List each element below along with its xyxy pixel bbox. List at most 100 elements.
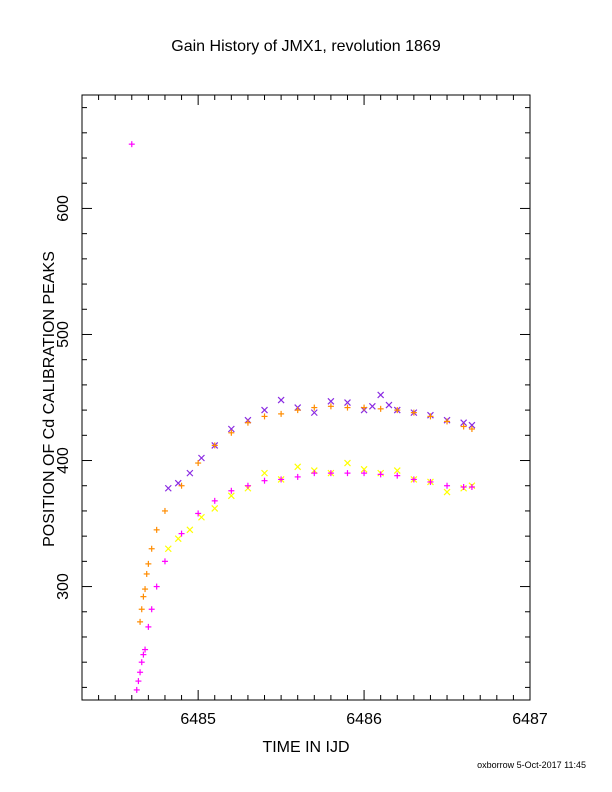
data-point	[148, 606, 155, 613]
data-point	[174, 535, 182, 543]
data-point	[311, 404, 318, 411]
data-point	[327, 397, 335, 405]
data-point	[344, 470, 351, 477]
y-axis-label: POSITION OF Cd CALIBRATION PEAKS	[41, 251, 58, 547]
data-point	[460, 423, 467, 430]
data-point	[361, 470, 368, 477]
data-point	[142, 586, 149, 593]
data-point	[164, 545, 172, 553]
data-point	[128, 141, 135, 148]
data-point	[377, 471, 384, 478]
data-point	[278, 410, 285, 417]
data-point	[161, 558, 168, 565]
data-point	[148, 545, 155, 552]
data-point	[294, 473, 301, 480]
data-point	[186, 526, 194, 534]
data-point	[153, 526, 160, 533]
data-point	[468, 483, 475, 490]
data-point	[145, 560, 152, 567]
x-tick-label: 6487	[512, 711, 548, 728]
data-point	[135, 678, 142, 685]
x-tick-label: 6486	[346, 711, 382, 728]
data-point	[460, 483, 467, 490]
data-point	[444, 418, 451, 425]
data-point	[164, 484, 172, 492]
data-point	[460, 419, 468, 427]
data-point	[360, 465, 368, 473]
data-point	[198, 513, 205, 521]
data-point	[368, 402, 376, 410]
data-point	[377, 391, 385, 399]
data-point	[410, 409, 417, 416]
data-point	[393, 467, 401, 475]
y-tick-label: 600	[55, 195, 72, 222]
data-point	[178, 530, 185, 537]
data-point	[211, 504, 219, 512]
data-point	[277, 396, 285, 404]
data-point	[178, 482, 185, 489]
axis-ticks	[82, 95, 531, 700]
data-point	[211, 497, 218, 504]
data-point	[137, 669, 144, 676]
data-point	[261, 469, 268, 477]
data-point	[195, 460, 202, 467]
x-axis-label: TIME IN IJD	[262, 739, 350, 756]
data-point	[468, 421, 476, 429]
data-point	[138, 606, 145, 613]
data-point	[278, 476, 285, 483]
data-point	[153, 583, 160, 590]
tick-labels: 6485 6486 6487 300 400 500 600	[55, 195, 548, 728]
footer-timestamp: oxborrow 5-Oct-2017 11:45	[477, 760, 586, 770]
data-point	[198, 454, 205, 462]
data-point	[327, 403, 334, 410]
plot-frame	[81, 94, 531, 701]
data-point	[344, 459, 351, 467]
y-tick-label: 400	[55, 447, 72, 474]
data-marks	[128, 141, 476, 693]
y-tick-label: 500	[55, 321, 72, 348]
data-point	[444, 482, 451, 489]
data-point	[443, 488, 451, 496]
y-tick-label: 300	[55, 573, 72, 600]
data-point	[186, 469, 194, 477]
data-point	[195, 510, 202, 517]
data-point	[142, 646, 149, 653]
data-point	[294, 407, 301, 414]
data-point	[394, 407, 401, 414]
data-point	[140, 593, 147, 600]
data-point	[143, 570, 150, 577]
data-point	[344, 404, 351, 411]
data-point	[377, 405, 384, 412]
data-point	[161, 507, 168, 514]
data-point	[327, 470, 334, 477]
data-point	[427, 478, 434, 485]
data-point	[138, 659, 145, 666]
data-point	[468, 426, 475, 433]
data-point	[261, 406, 268, 414]
data-point	[227, 425, 235, 433]
data-point	[244, 482, 251, 489]
data-point	[227, 492, 235, 500]
data-point	[261, 413, 268, 420]
data-point	[145, 623, 152, 630]
data-point	[228, 487, 235, 494]
data-point	[244, 419, 251, 426]
data-point	[410, 476, 417, 483]
data-point	[211, 442, 218, 449]
data-point	[361, 404, 368, 411]
data-point	[427, 413, 434, 420]
data-point	[140, 651, 147, 658]
data-point	[394, 472, 401, 479]
data-point	[137, 618, 144, 625]
x-tick-label: 6485	[180, 711, 216, 728]
data-point	[228, 429, 235, 436]
data-point	[344, 399, 351, 406]
data-point	[310, 409, 318, 417]
data-point	[311, 470, 318, 477]
data-point	[261, 477, 268, 484]
data-point	[294, 463, 302, 471]
data-point	[133, 686, 140, 693]
chart-title: Gain History of JMX1, revolution 1869	[171, 38, 441, 55]
data-point	[385, 401, 393, 409]
